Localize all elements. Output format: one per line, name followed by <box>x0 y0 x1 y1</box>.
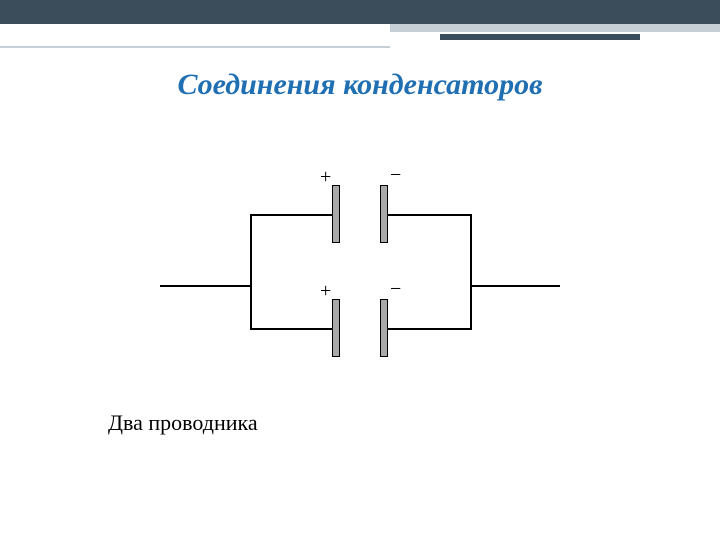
capacitor-plate-top-left <box>332 185 340 243</box>
page-title: Соединения конденсаторов <box>0 68 720 102</box>
capacitor-plate-bottom-left <box>332 299 340 357</box>
wire-stub-bottom-left <box>250 328 332 330</box>
caption-text: Два проводника <box>108 410 258 436</box>
capacitor-plate-bottom-right <box>380 299 388 357</box>
wire-stub-top-left <box>250 214 332 216</box>
header-accent-2 <box>440 34 640 40</box>
wire-lead-right <box>470 285 560 287</box>
sign-minus-top: − <box>390 165 401 185</box>
sign-minus-bottom: − <box>390 279 401 299</box>
sign-plus-bottom: + <box>320 281 331 301</box>
wire-stub-top-right <box>388 214 472 216</box>
wire-stub-bottom-right <box>388 328 472 330</box>
capacitor-plate-top-right <box>380 185 388 243</box>
wire-lead-left <box>160 285 250 287</box>
capacitor-diagram: + − + − <box>160 190 560 380</box>
sign-plus-top: + <box>320 167 331 187</box>
header-accent-1 <box>390 24 720 32</box>
slide: Соединения конденсаторов + − + − Два про… <box>0 0 720 540</box>
wire-bus-right <box>470 214 472 330</box>
header-band-dark <box>0 0 720 24</box>
wire-bus-left <box>250 214 252 330</box>
header-underline <box>0 46 390 48</box>
